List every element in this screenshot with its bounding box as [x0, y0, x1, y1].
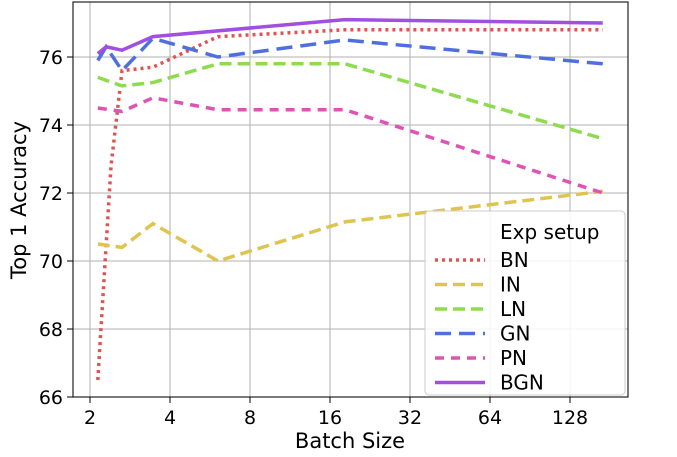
y-tick-label: 70 [39, 251, 63, 273]
legend-box [424, 210, 626, 396]
y-tick-label: 76 [39, 47, 63, 69]
y-tick-label: 74 [39, 115, 63, 137]
x-tick-label: 8 [244, 407, 256, 429]
series-line-pn [97, 95, 604, 195]
x-tick-label: 2 [84, 407, 96, 429]
x-tick-label: 64 [478, 407, 502, 429]
x-tick-label: 128 [552, 407, 588, 429]
legend-label: GN [500, 322, 530, 346]
y-tick-label: 72 [39, 183, 63, 205]
legend-label: IN [500, 273, 521, 297]
legend-label: PN [500, 346, 527, 370]
legend-label: BGN [500, 371, 544, 395]
series-line-ln [97, 62, 604, 141]
y-tick-label: 66 [39, 387, 63, 409]
legend-label: LN [500, 297, 526, 321]
ticks: 2 4 8 16 32 64 128 66 68 70 72 74 76 [39, 47, 588, 429]
legend-label: BN [500, 248, 529, 272]
x-tick-label: 32 [398, 407, 422, 429]
y-tick-label: 68 [39, 319, 63, 341]
series-line-bgn [96, 17, 603, 55]
y-axis-label: Top 1 Accuracy [7, 121, 31, 280]
x-axis-label: Batch Size [295, 429, 405, 453]
series-line-in [97, 189, 603, 263]
legend-title: Exp setup [500, 220, 599, 244]
series-lines [96, 17, 604, 381]
x-tick-label: 4 [164, 407, 176, 429]
x-tick-label: 16 [318, 407, 342, 429]
series-line-bn [96, 28, 603, 381]
plot-frame [72, 1, 629, 398]
